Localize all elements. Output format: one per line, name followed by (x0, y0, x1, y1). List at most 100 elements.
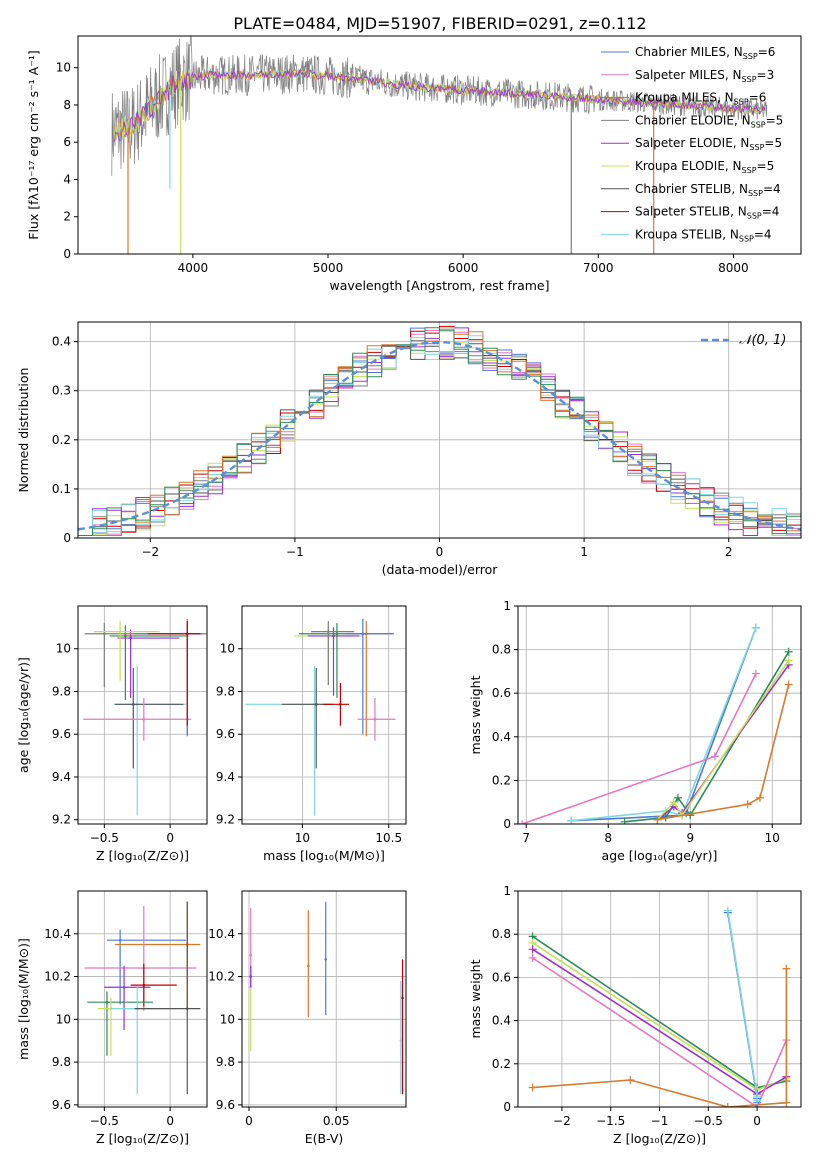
x-tick-label: 0.05 (323, 1114, 350, 1128)
y-tick-label: 9.4 (52, 770, 71, 784)
y-tick-label: 9.4 (216, 770, 235, 784)
legend-count: =5 (757, 159, 775, 173)
y-tick-label: 10 (56, 642, 71, 656)
y-tick-label: 0.4 (492, 1014, 511, 1028)
data-point (103, 632, 106, 636)
weight-marker (784, 680, 793, 689)
x-tick-label: 10 (765, 831, 780, 845)
weight-marker (784, 647, 793, 656)
data-point (129, 636, 132, 640)
legend-subscript: SSP (734, 98, 749, 107)
weight-series-line (521, 673, 757, 824)
legend-subscript: SSP (742, 75, 757, 84)
grid (78, 891, 207, 1107)
y-tick-label: 10.4 (44, 927, 71, 941)
legend-count: =6 (749, 91, 767, 105)
weight-series-line (532, 957, 788, 1107)
legend-subscript: SSP (751, 120, 766, 129)
legend-label: Kroupa MILES, NSSP=6 (635, 91, 766, 107)
data-point (122, 985, 126, 989)
figure-title: PLATE=0484, MJD=51907, FIBERID=0291, z=0… (233, 14, 646, 33)
weight-marker (567, 816, 576, 824)
legend-subscript: SSP (739, 234, 754, 243)
data-point (185, 1007, 189, 1010)
data-point (124, 634, 127, 638)
legend-subscript: SSP (743, 52, 758, 61)
x-tick-label: −2 (553, 1114, 571, 1128)
legend-label: Salpeter MILES, NSSP=3 (635, 68, 774, 84)
data-point (131, 703, 135, 706)
y-tick-label: 0.8 (492, 643, 511, 657)
x-tick-label: 1 (580, 545, 588, 559)
weight-series-line (571, 627, 757, 822)
data-point (335, 632, 339, 636)
weight-series-line (727, 910, 758, 1101)
x-tick-label: 5000 (313, 261, 344, 275)
y-tick-label: 9.6 (216, 1098, 235, 1112)
x-axis-label: E(B-V) (305, 1131, 344, 1146)
weight-marker (653, 815, 662, 824)
y-tick-label: 0.2 (492, 1057, 511, 1071)
data-point (118, 630, 122, 633)
weight-marker (751, 623, 760, 632)
legend-count: =4 (762, 205, 780, 219)
plot-area (78, 325, 801, 538)
legend-count: =4 (754, 227, 772, 241)
data-point (332, 634, 335, 638)
x-tick-label: −1 (651, 1114, 669, 1128)
data-point (118, 938, 122, 942)
x-tick-label: 0 (166, 1114, 174, 1128)
weight-marker (784, 656, 793, 665)
data-point (105, 1000, 109, 1004)
legend-label: 𝒩(0, 1) (739, 333, 786, 348)
data-point (142, 717, 146, 721)
legend: Chabrier MILES, NSSP=6 Salpeter MILES, NS… (601, 45, 783, 243)
weight-vs-age-panel: 7 8 9 10 0 0.2 0.4 0.6 0.8 1 age [log₁₀(age/yr)] ma… (468, 599, 802, 863)
age-vs-mass-panel: 10 10.5 9.2 9.4 9.6 9.8 10 mass [log₁₀(M/M⊙)] (216, 605, 407, 863)
plot-area (245, 618, 396, 816)
y-tick-label: 0 (503, 1100, 511, 1114)
age-vs-metallicity-panel: −0.5 0 9.2 9.4 9.6 9.8 10 Z [log₁₀(Z/Z⊙)] age [l… (16, 605, 208, 863)
weight-series-line (656, 660, 790, 821)
data-point (109, 1007, 113, 1010)
legend-subscript: SSP (742, 166, 757, 175)
x-tick-label: 0 (166, 831, 174, 845)
normal-curve (78, 340, 801, 531)
legend-subscript: SSP (749, 143, 764, 152)
y-tick-label: 9.2 (216, 813, 235, 827)
x-tick-label: 7000 (583, 261, 614, 275)
y-tick-label: 0 (63, 531, 71, 545)
x-tick-label: 0 (245, 1114, 253, 1128)
plot-area (518, 623, 793, 824)
y-tick-label: 0.6 (492, 970, 511, 984)
x-axis-label: Z [log₁₀(Z/Z⊙)] (96, 848, 189, 863)
y-tick-label: 0.2 (492, 773, 511, 787)
data-point (306, 964, 310, 968)
weight-marker (669, 798, 678, 807)
data-point (401, 996, 404, 1000)
legend-count: =3 (757, 68, 775, 82)
axes-frame (241, 605, 407, 825)
y-axis-label: mass weight (468, 675, 483, 754)
y-tick-label: 10 (220, 642, 235, 656)
axes-frame (77, 890, 208, 1108)
y-tick-label: 0.4 (492, 730, 511, 744)
weight-marker (723, 1103, 732, 1107)
y-tick-label: 0.6 (492, 686, 511, 700)
y-axis-label: mass [log₁₀(M/M⊙)] (16, 938, 31, 1060)
mass-vs-ebv-panel: 0 0.05 9.6 9.8 10 10.2 10.4 E(B-V) (208, 890, 407, 1146)
plot-area (83, 618, 207, 816)
y-tick-label: 8 (63, 98, 71, 112)
axes-frame (77, 35, 802, 255)
y-tick-label: 10 (56, 1012, 71, 1026)
y-tick-label: 0.3 (52, 384, 71, 398)
x-tick-label: 10.5 (375, 831, 402, 845)
y-tick-label: 0.8 (492, 927, 511, 941)
weight-marker (755, 793, 764, 802)
axes-frame (77, 605, 208, 825)
x-tick-label: 4000 (178, 261, 209, 275)
legend-count: =6 (758, 45, 776, 59)
weight-marker (528, 953, 537, 962)
residuals-panel: −2 −1 0 1 2 0 0.1 0.2 0.3 0.4 (data-model)/error No… (16, 321, 802, 577)
